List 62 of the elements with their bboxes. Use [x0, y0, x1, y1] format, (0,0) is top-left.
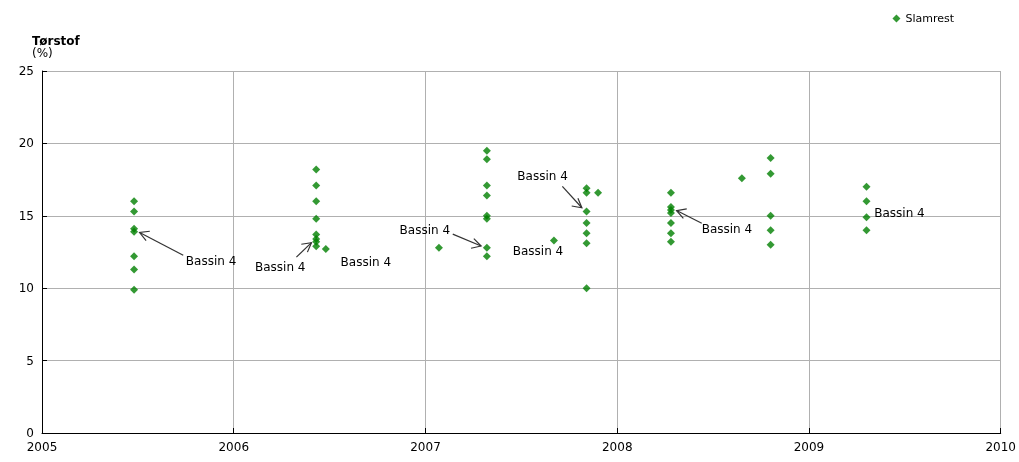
annotation: Bassin 4: [517, 169, 568, 184]
x-tick-label: 2008: [601, 440, 633, 454]
point: [312, 181, 321, 190]
point: [766, 240, 775, 249]
annotation: Bassin 4: [399, 222, 451, 237]
x-tick-label: 2009: [793, 440, 825, 454]
point: [321, 245, 330, 254]
y-axis-title: Tørstof (%): [32, 34, 81, 60]
point: [312, 242, 321, 251]
point: [312, 214, 321, 223]
point: [766, 153, 775, 162]
annotation: Bassin 4: [512, 244, 564, 259]
point: [130, 252, 139, 261]
point: [582, 219, 591, 228]
point: [666, 188, 675, 197]
y-tick-label: 0: [26, 426, 34, 440]
point: [666, 237, 675, 246]
x-tick-label: 2010: [985, 440, 1016, 454]
legend-label: Slamrest: [905, 12, 955, 25]
point: [482, 243, 491, 252]
point: [482, 146, 491, 155]
point: [737, 174, 746, 183]
point: [130, 207, 139, 216]
point: [766, 226, 775, 235]
point: [482, 181, 491, 190]
point: [130, 285, 139, 294]
y-tick-label: 15: [18, 208, 34, 223]
point: [862, 182, 871, 191]
x-tick-label: 2007: [410, 440, 441, 454]
point: [130, 265, 139, 274]
point: [582, 229, 591, 238]
point: [482, 252, 491, 261]
y-tick-label: 25: [18, 64, 34, 78]
point: [862, 197, 871, 206]
annotation: Bassin 4: [254, 259, 306, 274]
point: [666, 229, 675, 238]
point: [666, 219, 675, 228]
x-tick-label: 2006: [218, 440, 250, 454]
point: [312, 165, 321, 174]
point: [594, 188, 603, 197]
point: [582, 188, 591, 197]
point: [862, 213, 871, 222]
point: [582, 207, 591, 216]
point: [482, 191, 491, 200]
point: [582, 284, 591, 293]
point: [862, 226, 871, 235]
point: [482, 155, 491, 164]
y-tick-label: 5: [26, 353, 34, 368]
point: [766, 169, 775, 178]
point: [312, 197, 321, 206]
point: [582, 239, 591, 248]
point: [434, 243, 443, 252]
x-tick-label: 2005: [26, 440, 58, 454]
annotation: Bassin 4: [874, 205, 925, 220]
point: [130, 197, 139, 206]
y-tick-label: 10: [18, 281, 34, 296]
point: [549, 236, 558, 245]
annotation: Bassin 4: [340, 255, 392, 270]
annotation: Bassin 4: [185, 254, 237, 269]
annotation: Bassin 4: [701, 221, 753, 236]
y-tick-label: 20: [18, 136, 34, 151]
point: [766, 211, 775, 220]
